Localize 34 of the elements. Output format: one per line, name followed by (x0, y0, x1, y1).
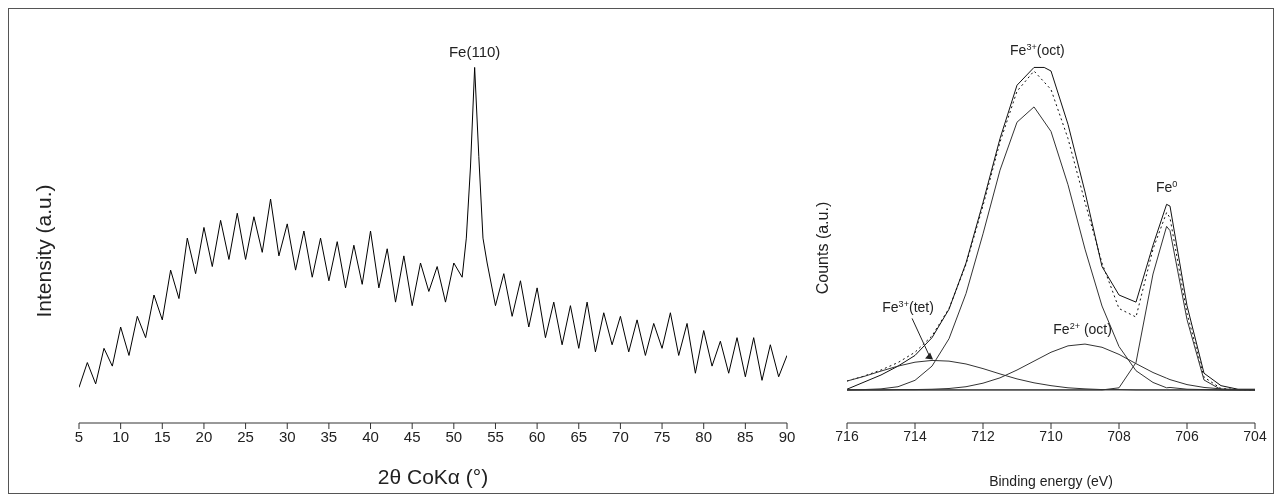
annotation: Fe$^{3+}$(tet) (882, 299, 934, 316)
x-tick-label: 70 (612, 427, 629, 445)
x-tick-label: 5 (74, 427, 84, 445)
x-tick-label: 706 (1175, 427, 1199, 444)
x-tick-label: 35 (320, 427, 338, 445)
x-tick-label: 10 (112, 427, 129, 445)
annotation: Fe$^{3+}$(oct) (1010, 42, 1065, 59)
x-tick-label: 80 (695, 427, 713, 445)
x-tick-label: 30 (278, 427, 296, 445)
y-axis-title: Counts (a.u.) (814, 200, 832, 297)
x-tick-label: 85 (737, 427, 754, 445)
x-tick-label: 704 (1243, 427, 1267, 444)
annotation: Fe(110) (448, 43, 501, 61)
x-tick-label: 710 (1039, 427, 1063, 444)
x-tick-label: 40 (362, 427, 379, 445)
x-tick-label: 75 (653, 427, 671, 445)
x-tick-label: 714 (903, 427, 927, 444)
x-tick-label: 708 (1107, 427, 1131, 444)
x-tick-label: 60 (528, 427, 546, 445)
x-tick-label: 65 (570, 427, 588, 445)
annotation: Fe$^{2+}$ (oct) (1053, 321, 1112, 338)
x-tick-label: 20 (195, 427, 213, 445)
x-tick-label: 55 (487, 427, 504, 445)
x-tick-label: 45 (403, 427, 421, 445)
x-tick-label: 25 (237, 427, 254, 445)
annotation: Fe$^{0}$ (1155, 179, 1178, 196)
x-tick-label: 50 (445, 427, 463, 445)
x-tick-label: 15 (153, 427, 171, 445)
x-tick-label: 712 (971, 427, 995, 444)
x-axis-title: 2θ CoKα (°) (376, 465, 490, 489)
x-tick-label: 716 (835, 427, 859, 444)
y-axis-title: Intensity (a.u.) (32, 183, 56, 320)
x-axis-title: Binding energy (eV) (988, 473, 1114, 489)
x-tick-label: 90 (778, 427, 796, 445)
